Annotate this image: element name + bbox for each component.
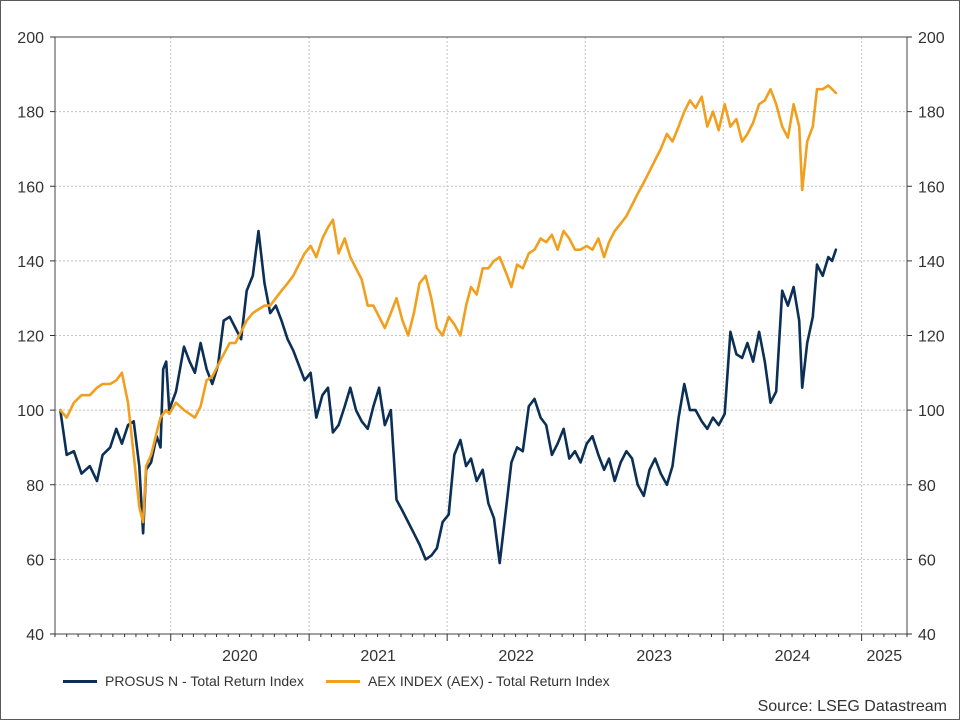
legend-label-aex: AEX INDEX (AEX) - Total Return Index (367, 673, 610, 689)
x-tick-label: 2024 (775, 648, 811, 665)
y-tick-label-left: 80 (26, 478, 44, 495)
y-tick-label-right: 120 (918, 329, 945, 346)
y-tick-label-right: 40 (918, 627, 936, 644)
x-tick-label: 2020 (222, 648, 258, 665)
x-tick-label: 2021 (360, 648, 396, 665)
y-tick-label-right: 160 (918, 179, 945, 196)
y-tick-label-left: 120 (17, 329, 44, 346)
y-tick-label-left: 40 (26, 627, 44, 644)
legend-item-prosus: PROSUS N - Total Return Index (63, 673, 304, 689)
y-tick-label-right: 200 (918, 30, 945, 47)
legend: PROSUS N - Total Return Index AEX INDEX … (63, 673, 610, 689)
y-tick-label-right: 60 (918, 552, 936, 569)
legend-label-prosus: PROSUS N - Total Return Index (105, 673, 304, 689)
y-tick-label-left: 180 (17, 105, 44, 122)
series-layer (59, 84, 838, 565)
y-tick-label-left: 160 (17, 179, 44, 196)
y-tick-label-left: 200 (17, 30, 44, 47)
legend-swatch-prosus (63, 679, 97, 683)
y-tick-label-right: 140 (918, 254, 945, 271)
axis-ticks: 40 40 60 60 80 80 100 100 120 120 140 140 160 160 180 1… (17, 30, 945, 665)
series-line-aex (59, 84, 838, 524)
source-note: Source: LSEG Datastream (757, 698, 947, 715)
y-tick-label-right: 80 (918, 478, 936, 495)
y-tick-label-left: 140 (17, 254, 44, 271)
y-tick-label-right: 100 (918, 403, 945, 420)
series-line-prosus (59, 229, 838, 565)
y-tick-label-left: 60 (26, 552, 44, 569)
legend-swatch-aex (325, 679, 360, 683)
legend-item-aex: AEX INDEX (AEX) - Total Return Index (325, 673, 610, 689)
x-tick-label: 2022 (498, 648, 534, 665)
y-tick-label-right: 180 (918, 105, 945, 122)
x-tick-label: 2025 (867, 648, 903, 665)
x-tick-label: 2023 (636, 648, 672, 665)
y-tick-label-left: 100 (17, 403, 44, 420)
